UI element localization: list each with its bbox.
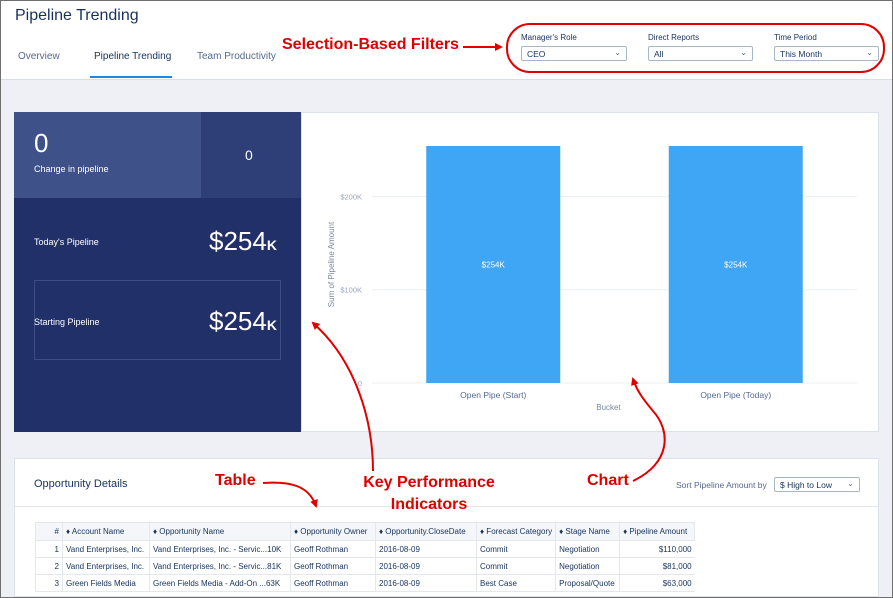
row-number: 1 [35,540,63,558]
forecast-category-cell: Commit [475,540,556,558]
y-tick-label: $200K [340,192,362,201]
table-header-row: # ♦ Account Name ♦ Opportunity Name ♦ Op… [35,522,696,541]
pipeline-amount-cell: $63,000 [619,574,695,592]
column-header[interactable]: ♦ Opportunity Name [149,522,291,541]
chevron-down-icon: ⌄ [847,479,854,488]
filters-annotation-oval [506,23,885,73]
change-side-value: 0 [245,147,253,163]
bar-data-label: $254K [482,261,506,270]
active-tab-indicator [90,76,172,78]
column-header[interactable]: ♦ Stage Name [555,522,621,541]
owner-cell: Geoff Rothman [290,557,376,575]
kpi-panel: 0 Change in pipeline 0 Today's Pipeline … [14,112,301,432]
bar [426,146,561,383]
managers-role-value: CEO [527,49,546,59]
bar-chart: 0 $100K $200K Sum of Pipeline Amount $254K Op… [327,146,857,412]
y-tick-label: $100K [340,286,362,295]
direct-reports-value: All [654,49,664,59]
table-annotation: Table [215,472,256,489]
row-number: 3 [35,574,63,592]
column-header[interactable]: ♦ Opportunity.CloseDate [375,522,477,541]
direct-reports-label: Direct Reports [648,33,700,42]
column-header[interactable]: ♦ Forecast Category [475,522,557,541]
forecast-category-cell: Best Case [475,574,556,592]
pipeline-amount-cell: $110,000 [619,540,695,558]
divider [15,506,878,507]
change-in-pipeline-value: 0 [34,128,49,158]
close-date-cell: 2016-08-09 [375,574,477,592]
direct-reports-select[interactable]: All ⌄ [648,46,753,61]
column-header[interactable]: ♦ Pipeline Amount [619,522,696,541]
managers-role-select[interactable]: CEO ⌄ [521,46,627,61]
chart-annotation: Chart [587,472,629,489]
time-period-value: This Month [780,49,823,59]
table-title: Opportunity Details [34,478,128,490]
pipeline-amount-cell: $81,000 [619,557,695,575]
bar-data-label: $254K [724,261,748,270]
kpi-annotation-line-2: Indicators [390,496,468,513]
chart-panel: 0 $100K $200K Sum of Pipeline Amount $254K Op… [301,112,879,432]
dashboard-header: Pipeline Trending Overview Pipeline Tren… [1,1,892,80]
filters-annotation: Selection-Based Filters [282,36,459,53]
table-row[interactable]: 1 Vand Enterprises, Inc. Vand Enterprise… [35,540,695,558]
opportunity-name-cell: Green Fields Media - Add-On ...63K [149,574,291,592]
opportunity-name-cell: Vand Enterprises, Inc. - Servic...10K [149,540,291,558]
kpi-change-tile [14,112,201,198]
opportunity-table: # ♦ Account Name ♦ Opportunity Name ♦ Op… [35,522,696,592]
kpi-change-section: 0 Change in pipeline 0 [14,112,301,198]
sort-label: Sort Pipeline Amount by [676,480,767,490]
kpi-annotation-line-1: Key Performance [363,474,495,491]
account-name-cell: Green Fields Media [62,574,150,592]
row-number: 2 [35,557,63,575]
stage-name-cell: Negotiation [555,540,620,558]
todays-pipeline-value: $254K [209,226,277,256]
chevron-down-icon: ⌄ [614,48,621,57]
owner-cell: Geoff Rothman [290,574,376,592]
stage-name-cell: Negotiation [555,557,620,575]
y-tick-label: 0 [358,379,362,388]
y-axis-label: Sum of Pipeline Amount [327,221,336,307]
table-row[interactable]: 3 Green Fields Media Green Fields Media … [35,574,695,592]
owner-cell: Geoff Rothman [290,540,376,558]
column-header[interactable]: # [35,522,63,541]
close-date-cell: 2016-08-09 [375,540,477,558]
starting-pipeline-value: $254K [209,306,277,336]
x-axis-label: Bucket [596,403,621,412]
starting-pipeline-label: Starting Pipeline [34,317,100,327]
stage-name-cell: Proposal/Quote [555,574,620,592]
sort-select[interactable]: $ High to Low ⌄ [774,477,860,492]
account-name-cell: Vand Enterprises, Inc. [62,557,150,575]
forecast-category-cell: Commit [475,557,556,575]
account-name-cell: Vand Enterprises, Inc. [62,540,150,558]
bar [668,146,803,383]
tab-team-productivity[interactable]: Team Productivity [197,51,276,62]
kpi-annotation: Key Performance Indicators [359,472,499,516]
page-title: Pipeline Trending [15,7,139,24]
table-panel: Opportunity Details Sort Pipeline Amount… [14,458,879,597]
table-row[interactable]: 2 Vand Enterprises, Inc. Vand Enterprise… [35,557,695,575]
change-in-pipeline-label: Change in pipeline [34,164,109,174]
managers-role-label: Manager's Role [521,33,577,42]
column-header[interactable]: ♦ Account Name [62,522,150,541]
todays-pipeline-label: Today's Pipeline [34,237,99,247]
sort-value: $ High to Low [780,480,832,490]
opportunity-name-cell: Vand Enterprises, Inc. - Servic...81K [149,557,291,575]
chevron-down-icon: ⌄ [740,48,747,57]
time-period-label: Time Period [774,33,817,42]
column-header[interactable]: ♦ Opportunity Owner [290,522,376,541]
tab-pipeline-trending[interactable]: Pipeline Trending [94,51,172,62]
x-tick-label: Open Pipe (Today) [700,390,771,400]
x-tick-label: Open Pipe (Start) [460,390,526,400]
close-date-cell: 2016-08-09 [375,557,477,575]
tab-overview[interactable]: Overview [18,51,60,62]
starting-pipeline-box [34,280,281,360]
